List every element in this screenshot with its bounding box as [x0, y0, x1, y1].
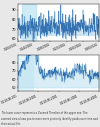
Bar [18, 55, 33, 91]
Text: The lower curve represents a Zoomed Timeline of the upper one. The
zoomed view a: The lower curve represents a Zoomed Time… [1, 111, 98, 126]
Bar [22, 4, 36, 41]
